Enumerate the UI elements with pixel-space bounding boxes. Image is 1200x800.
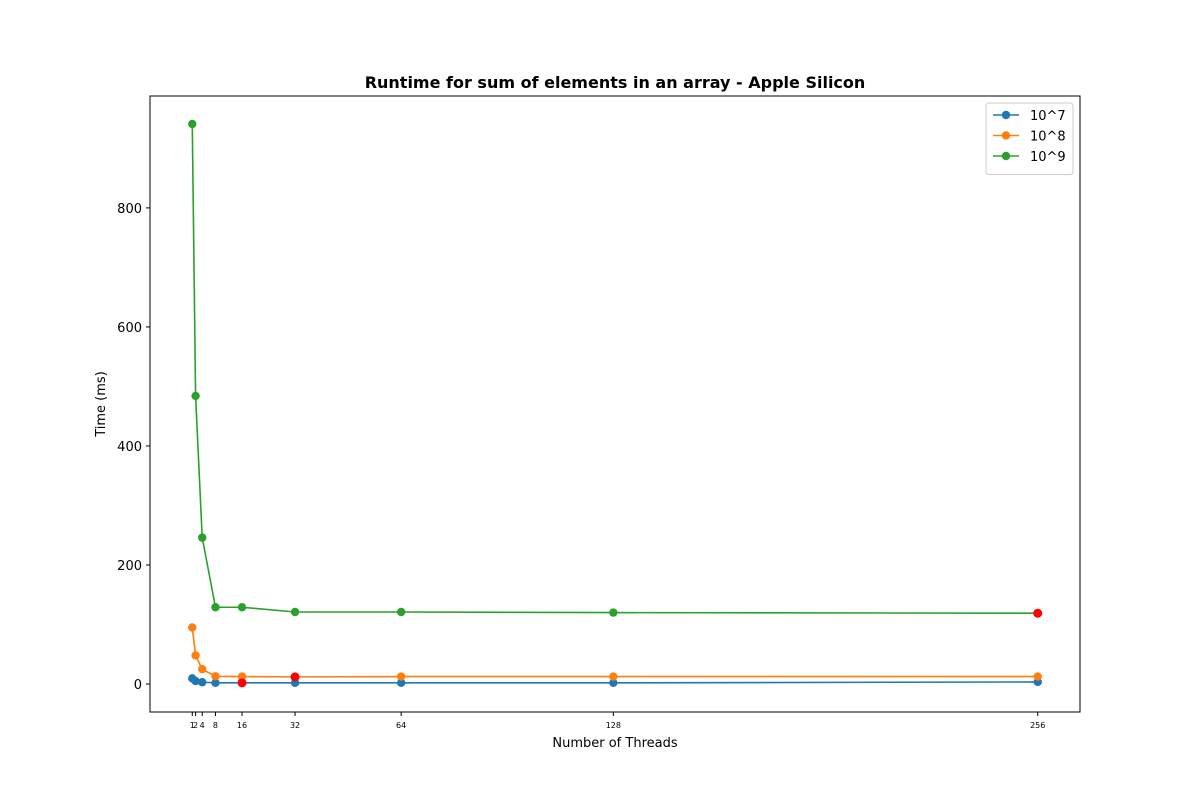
legend-marker bbox=[1001, 131, 1011, 140]
x-tick-label: 256 bbox=[1030, 721, 1045, 730]
y-axis: 0 200 400 600 800 bbox=[117, 202, 150, 693]
data-point bbox=[609, 678, 618, 688]
data-point bbox=[191, 676, 200, 686]
y-axis-label: Time (ms) bbox=[94, 371, 109, 438]
data-point bbox=[211, 672, 220, 681]
legend-label: 10^7 bbox=[1030, 109, 1066, 124]
data-point bbox=[188, 623, 197, 632]
data-point bbox=[188, 119, 197, 129]
data-point bbox=[290, 607, 300, 617]
series-layer bbox=[188, 119, 1043, 688]
series-2 bbox=[188, 119, 1038, 617]
data-point bbox=[396, 672, 406, 681]
data-point bbox=[211, 603, 220, 612]
plot-area bbox=[149, 95, 1081, 713]
y-tick-label: 400 bbox=[117, 440, 142, 455]
data-point bbox=[609, 672, 618, 681]
data-point bbox=[396, 607, 406, 617]
data-point bbox=[1033, 672, 1042, 681]
x-tick-label: 1 bbox=[190, 721, 195, 730]
min-point-marker bbox=[237, 678, 247, 688]
legend-marker bbox=[1001, 151, 1011, 161]
x-axis: 12 4 8 16 32 64 128 256 bbox=[190, 712, 1045, 730]
legend-entry: 10^7 bbox=[993, 109, 1066, 124]
min-point-marker bbox=[290, 672, 300, 682]
x-tick-label: 128 bbox=[606, 721, 621, 730]
legend-entry: 10^9 bbox=[993, 150, 1066, 165]
data-point bbox=[396, 678, 406, 688]
legend-marker bbox=[1001, 110, 1011, 120]
x-tick-label: 8 bbox=[213, 721, 218, 730]
x-tick-label: 16 bbox=[237, 721, 247, 730]
chart-title: Runtime for sum of elements in an array … bbox=[365, 73, 866, 92]
y-tick-label: 800 bbox=[117, 202, 142, 217]
data-point bbox=[198, 533, 207, 542]
series-1 bbox=[188, 623, 1042, 681]
legend-label: 10^9 bbox=[1030, 150, 1066, 165]
data-point bbox=[237, 672, 247, 681]
x-tick-label: 4 bbox=[200, 721, 205, 730]
data-point bbox=[198, 664, 207, 674]
data-point bbox=[211, 678, 220, 688]
x-tick-label: 2 bbox=[193, 721, 198, 730]
data-point bbox=[609, 608, 618, 617]
legend: 10^7 10^8 10^9 bbox=[985, 102, 1074, 175]
x-tick-label: 32 bbox=[290, 721, 300, 730]
legend-entry: 10^8 bbox=[993, 130, 1066, 145]
x-tick-label: 64 bbox=[396, 721, 406, 730]
data-point bbox=[191, 651, 200, 660]
y-tick-label: 600 bbox=[117, 321, 142, 336]
data-point bbox=[198, 678, 207, 687]
min-point-marker bbox=[1033, 608, 1043, 618]
y-tick-label: 200 bbox=[117, 559, 142, 574]
legend-label: 10^8 bbox=[1030, 130, 1066, 145]
x-axis-label: Number of Threads bbox=[552, 736, 677, 751]
y-tick-label: 0 bbox=[134, 678, 142, 693]
data-point bbox=[191, 391, 200, 401]
data-point bbox=[237, 603, 247, 612]
